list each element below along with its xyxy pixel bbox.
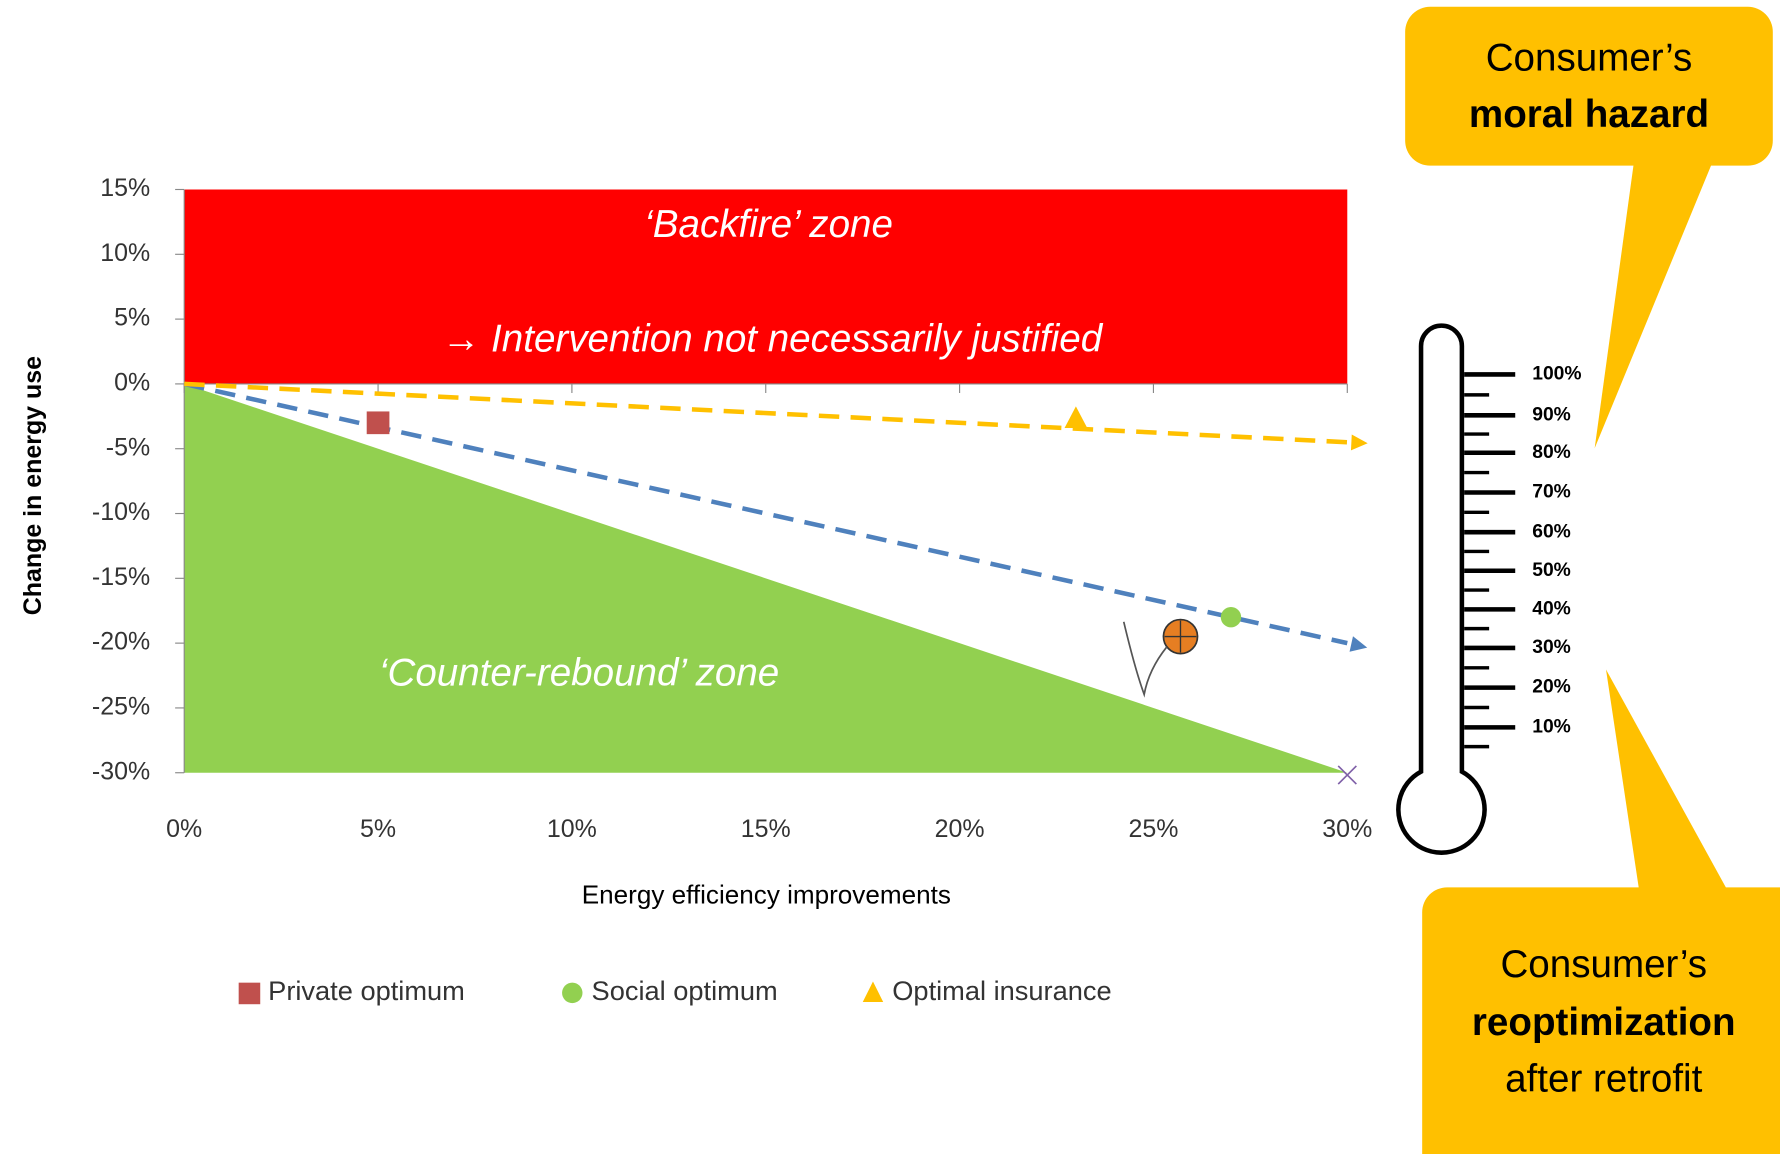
y-tick-label: 5% [114, 304, 150, 332]
point [1220, 606, 1242, 628]
callout-text: Consumer’s [1486, 36, 1693, 79]
zone-label: ‘Backfire’ zone [644, 203, 893, 246]
zone [184, 383, 1348, 773]
legend-label: Social optimum [592, 975, 778, 1006]
thermo-label: 20% [1532, 677, 1571, 698]
thermo-label: 50% [1532, 560, 1571, 581]
y-tick-label: 10% [100, 239, 150, 267]
thermometer: 100% 90% 80% 70% 60% 50% 40% 30% 20% 10% [1396, 323, 1582, 855]
end-marker [1337, 765, 1357, 785]
thermo-label: 100% [1532, 364, 1581, 385]
thermo-label: 70% [1532, 482, 1571, 503]
legend-marker [562, 982, 583, 1004]
x-tick-label: 25% [1128, 815, 1178, 843]
thermo-label: 60% [1532, 521, 1571, 542]
thermo-label: 40% [1532, 598, 1571, 619]
x-axis-title: Energy efficiency improvements [582, 879, 951, 909]
y-tick-label: -5% [106, 433, 150, 461]
callout-text: after retrofit [1505, 1058, 1703, 1101]
thermo-label: 90% [1532, 404, 1571, 425]
zone [184, 189, 1348, 384]
y-tick-label: 15% [100, 174, 150, 202]
point [1064, 406, 1088, 428]
zone-label: ‘Counter-rebound’ zone [379, 651, 779, 694]
callout-text: reoptimization [1472, 1001, 1736, 1044]
callout-moral-hazard: Consumer’s moral hazard [1405, 6, 1773, 449]
y-tick-label: -20% [92, 628, 150, 656]
callout-text: moral hazard [1469, 93, 1709, 136]
ball-icon [1122, 618, 1199, 698]
legend-label: Private optimum [268, 975, 465, 1006]
callout-text: Consumer’s [1500, 943, 1707, 986]
y-tick-label: -10% [92, 498, 150, 526]
x-tick-label: 15% [741, 815, 791, 843]
trend-line [184, 381, 1348, 445]
x-tick-label: 30% [1322, 815, 1372, 843]
y-tick-label: -15% [92, 563, 150, 591]
legend-label: Optimal insurance [892, 975, 1111, 1006]
y-tick-label: -30% [92, 757, 150, 785]
arrow-head [1350, 434, 1368, 451]
y-axis-title: Change in energy use [19, 356, 47, 615]
legend-marker [238, 982, 261, 1005]
thermo-label: 30% [1532, 637, 1571, 658]
x-tick-label: 20% [935, 815, 985, 843]
arrow-head [1349, 636, 1368, 652]
callout-reoptimization: Consumer’s reoptimization after retrofit [1422, 669, 1780, 1154]
x-tick-label: 5% [360, 815, 396, 843]
thermo-label: 80% [1532, 442, 1571, 463]
y-tick-label: -25% [92, 693, 150, 721]
zone-label: → Intervention not necessarily justified [442, 318, 1104, 361]
y-tick-label: 0% [114, 369, 150, 397]
point [366, 411, 390, 435]
thermo-label: 10% [1532, 716, 1571, 737]
x-tick-label: 0% [166, 815, 202, 843]
legend-marker [862, 981, 884, 1002]
x-tick-label: 10% [547, 815, 597, 843]
